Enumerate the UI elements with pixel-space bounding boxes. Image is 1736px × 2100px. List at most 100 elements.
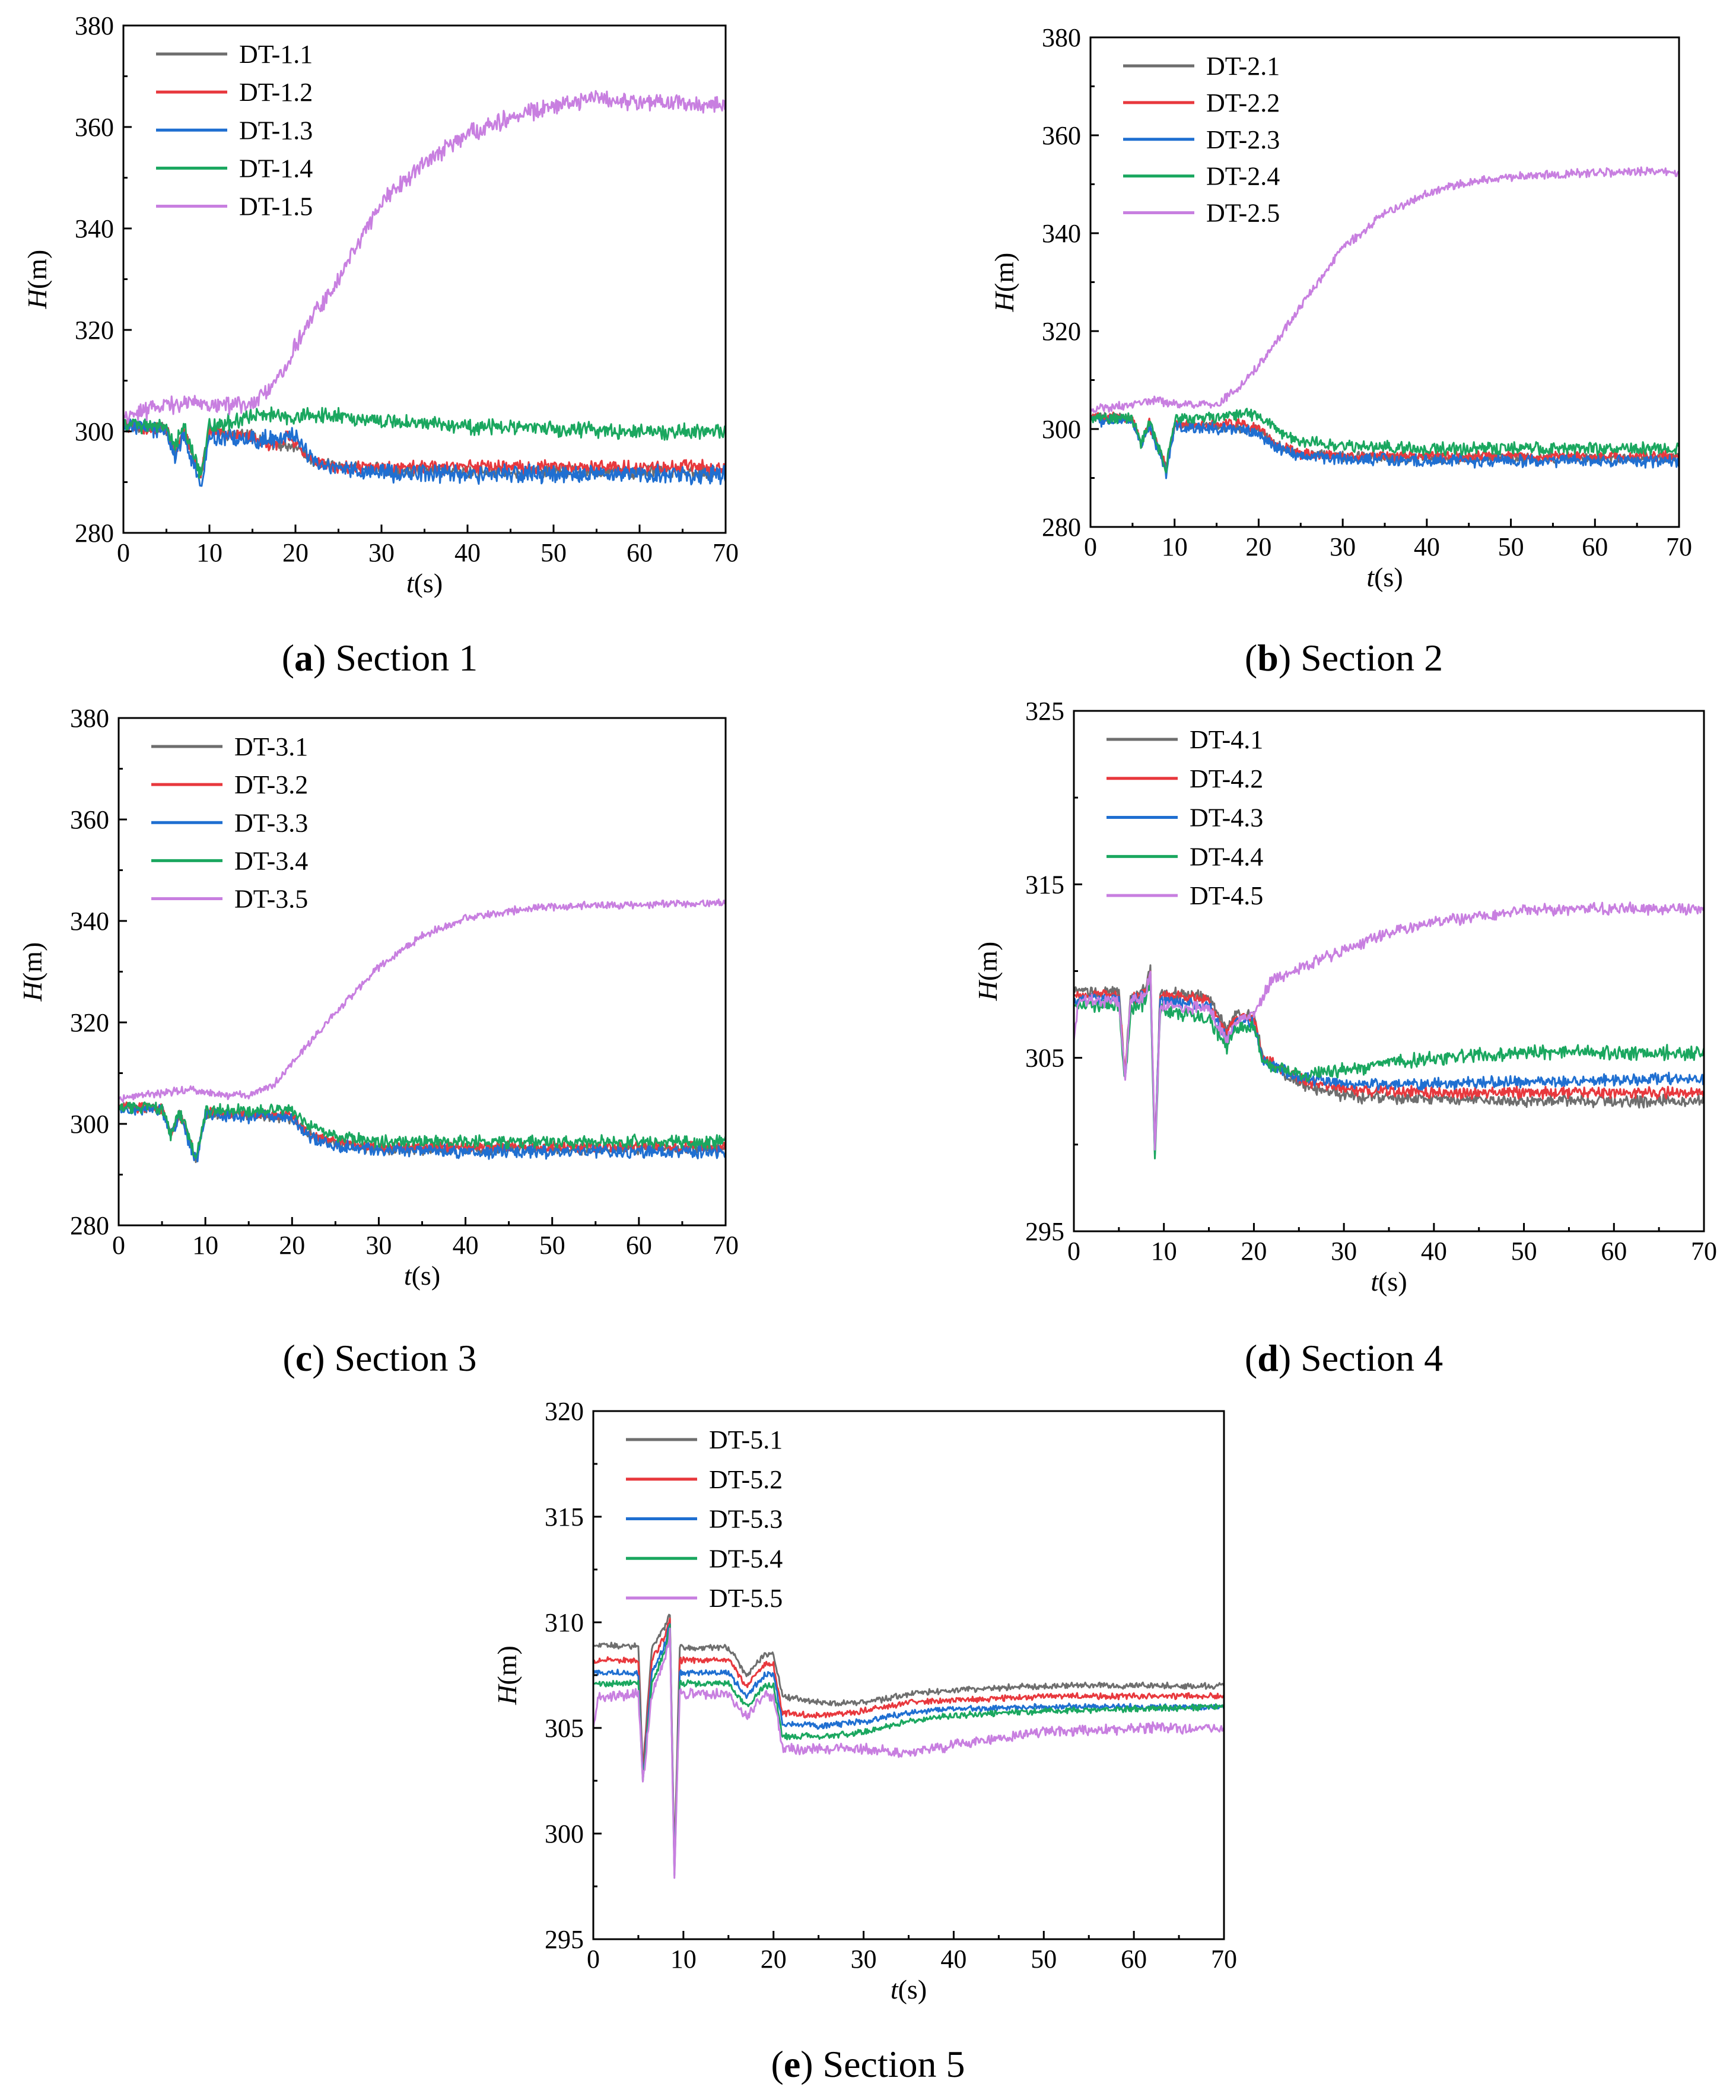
y-tick-label: 295 bbox=[545, 1925, 584, 1954]
y-tick-label: 320 bbox=[545, 1397, 584, 1426]
legend-label: DT-5.3 bbox=[709, 1505, 783, 1534]
panel-caption: (d) Section 4 bbox=[1245, 1337, 1443, 1379]
y-axis-title: H(m) bbox=[972, 942, 1003, 1002]
legend-label: DT-4.2 bbox=[1190, 764, 1263, 793]
legend-label: DT-2.1 bbox=[1206, 52, 1280, 81]
series-group bbox=[119, 898, 726, 1164]
y-tick-label: 380 bbox=[70, 704, 109, 733]
x-tick-label: 60 bbox=[1121, 1945, 1147, 1974]
x-tick-label: 40 bbox=[454, 538, 481, 567]
x-tick-label: 10 bbox=[670, 1945, 697, 1974]
x-tick-label: 60 bbox=[626, 1231, 652, 1260]
x-tick-label: 70 bbox=[1211, 1945, 1237, 1974]
x-tick-label: 30 bbox=[1330, 532, 1356, 561]
y-tick-label: 360 bbox=[1042, 121, 1081, 150]
series-group bbox=[593, 1613, 1224, 1879]
x-tick-label: 20 bbox=[282, 538, 309, 567]
y-tick-label: 360 bbox=[75, 113, 114, 142]
x-tick-label: 10 bbox=[1151, 1237, 1177, 1266]
series-line-DT-3.4 bbox=[119, 1101, 726, 1159]
x-tick-label: 70 bbox=[713, 1231, 739, 1260]
x-axis-title: t(s) bbox=[1366, 562, 1403, 592]
panel-caption: (e) Section 5 bbox=[771, 2043, 965, 2085]
x-axis-title: t(s) bbox=[891, 1974, 927, 2004]
legend-label: DT-4.4 bbox=[1190, 842, 1263, 871]
legend: DT-5.1 DT-5.2 DT-5.3 DT-5.4 DT-5.5 bbox=[626, 1425, 783, 1613]
series-line-DT-5.2 bbox=[593, 1618, 1224, 1873]
y-tick-label: 300 bbox=[1042, 415, 1081, 444]
series-group bbox=[123, 90, 726, 487]
series-line-DT-1.4 bbox=[123, 406, 726, 479]
legend-label: DT-2.2 bbox=[1206, 88, 1280, 117]
legend-label: DT-1.3 bbox=[239, 116, 313, 145]
x-tick-label: 70 bbox=[713, 538, 739, 567]
legend-label: DT-3.2 bbox=[234, 770, 308, 799]
y-tick-label: 295 bbox=[1025, 1217, 1064, 1246]
legend-label: DT-5.2 bbox=[709, 1465, 783, 1494]
series-line-DT-4.2 bbox=[1074, 970, 1704, 1153]
y-tick-label: 305 bbox=[1025, 1044, 1064, 1073]
legend-label: DT-4.1 bbox=[1190, 725, 1263, 754]
y-tick-label: 340 bbox=[1042, 219, 1081, 248]
series-line-DT-2.5 bbox=[1090, 166, 1679, 413]
x-tick-label: 30 bbox=[368, 538, 395, 567]
y-tick-label: 315 bbox=[1025, 870, 1064, 899]
x-tick-label: 30 bbox=[1331, 1237, 1357, 1266]
x-tick-label: 40 bbox=[940, 1945, 966, 1974]
x-axis-title: t(s) bbox=[404, 1260, 440, 1291]
y-tick-label: 320 bbox=[75, 316, 114, 345]
y-tick-label: 300 bbox=[70, 1110, 109, 1139]
series-line-DT-3.5 bbox=[119, 898, 726, 1103]
y-tick-label: 340 bbox=[75, 214, 114, 243]
y-axis-title: H(m) bbox=[22, 250, 52, 310]
series-line-DT-2.4 bbox=[1090, 408, 1679, 474]
series-group bbox=[1074, 901, 1704, 1159]
y-tick-label: 300 bbox=[75, 417, 114, 446]
legend-label: DT-4.5 bbox=[1190, 881, 1263, 910]
y-axis-title: H(m) bbox=[492, 1645, 522, 1705]
legend-label: DT-5.5 bbox=[709, 1584, 783, 1613]
x-tick-label: 20 bbox=[761, 1945, 787, 1974]
x-tick-label: 50 bbox=[540, 538, 567, 567]
y-tick-label: 325 bbox=[1025, 697, 1064, 726]
y-tick-label: 310 bbox=[545, 1608, 584, 1637]
legend-label: DT-5.1 bbox=[709, 1425, 783, 1454]
panel-caption: (b) Section 2 bbox=[1245, 637, 1443, 679]
chart-panel-d: 0 10 20 30 40 50 60 70 295 305 315 325 t(s) H(m) DT-4.… bbox=[972, 697, 1717, 1379]
x-tick-label: 50 bbox=[1511, 1237, 1537, 1266]
x-axis-title: t(s) bbox=[406, 568, 443, 598]
legend: DT-1.1 DT-1.2 DT-1.3 DT-1.4 DT-1.5 bbox=[156, 40, 313, 221]
panel-caption: (a) Section 1 bbox=[282, 637, 478, 679]
series-line-DT-5.3 bbox=[593, 1623, 1224, 1875]
series-line-DT-4.4 bbox=[1074, 980, 1704, 1159]
x-tick-label: 20 bbox=[1245, 532, 1271, 561]
plot-frame bbox=[1073, 710, 1705, 1232]
x-axis-title: t(s) bbox=[1371, 1266, 1407, 1297]
x-tick-label: 50 bbox=[1031, 1945, 1057, 1974]
x-tick-label: 50 bbox=[539, 1231, 565, 1260]
legend: DT-4.1 DT-4.2 DT-4.3 DT-4.4 DT-4.5 bbox=[1107, 725, 1263, 910]
series-line-DT-1.3 bbox=[123, 418, 726, 487]
y-tick-label: 380 bbox=[75, 11, 114, 40]
x-tick-label: 10 bbox=[192, 1231, 218, 1260]
chart-panel-c: 0 10 20 30 40 50 60 70 280 300 320 340 360 380 t(s) H(m… bbox=[17, 704, 739, 1379]
legend-label: DT-2.4 bbox=[1206, 162, 1280, 191]
y-tick-label: 340 bbox=[70, 907, 109, 936]
legend-label: DT-1.2 bbox=[239, 78, 313, 107]
y-tick-label: 320 bbox=[70, 1008, 109, 1037]
x-tick-label: 20 bbox=[1241, 1237, 1267, 1266]
panel-caption: (c) Section 3 bbox=[283, 1337, 477, 1379]
series-line-DT-2.3 bbox=[1090, 414, 1679, 479]
x-tick-label: 0 bbox=[117, 538, 130, 567]
series-line-DT-3.3 bbox=[119, 1104, 726, 1162]
legend-label: DT-3.3 bbox=[234, 808, 308, 837]
x-tick-label: 0 bbox=[587, 1945, 600, 1974]
x-tick-label: 0 bbox=[1067, 1237, 1080, 1266]
legend: DT-2.1 DT-2.2 DT-2.3 DT-2.4 DT-2.5 bbox=[1123, 52, 1280, 228]
y-tick-label: 305 bbox=[545, 1714, 584, 1743]
y-tick-label: 280 bbox=[1042, 513, 1081, 542]
chart-panel-a: 0 10 20 30 40 50 60 70 280 300 320 340 360 380 t(s) H(m… bbox=[22, 11, 739, 679]
y-tick-label: 280 bbox=[70, 1211, 109, 1240]
y-axis-title: H(m) bbox=[989, 253, 1019, 313]
chart-panel-e: 0 10 20 30 40 50 60 70 295 300 305 310 315 320 t(s) H(m… bbox=[492, 1397, 1237, 2085]
